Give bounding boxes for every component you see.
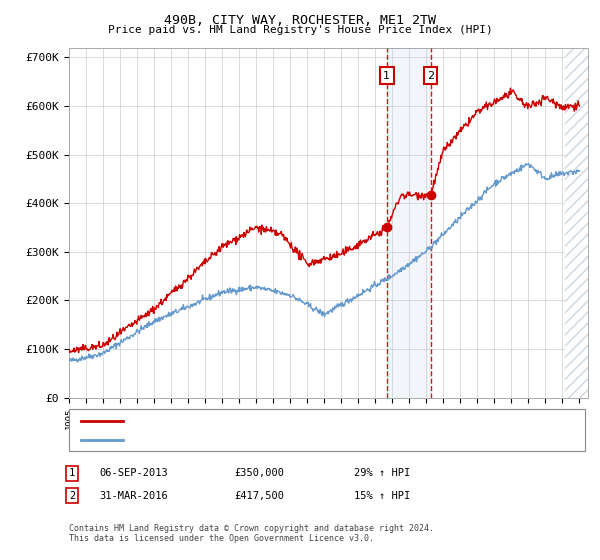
Text: 2: 2 [427, 71, 434, 81]
Text: 490B, CITY WAY, ROCHESTER, ME1 2TW (detached house): 490B, CITY WAY, ROCHESTER, ME1 2TW (deta… [129, 416, 428, 426]
Bar [565, 48, 588, 398]
Text: 490B, CITY WAY, ROCHESTER, ME1 2TW: 490B, CITY WAY, ROCHESTER, ME1 2TW [164, 14, 436, 27]
Text: 2: 2 [69, 491, 75, 501]
Bar [565, 48, 588, 398]
Text: 31-MAR-2016: 31-MAR-2016 [99, 491, 168, 501]
Text: HPI: Average price, detached house, Medway: HPI: Average price, detached house, Medw… [129, 435, 376, 445]
Text: £417,500: £417,500 [234, 491, 284, 501]
Text: Contains HM Land Registry data © Crown copyright and database right 2024.
This d: Contains HM Land Registry data © Crown c… [69, 524, 434, 543]
Bar [386, 48, 431, 398]
Text: 15% ↑ HPI: 15% ↑ HPI [354, 491, 410, 501]
Text: Price paid vs. HM Land Registry's House Price Index (HPI): Price paid vs. HM Land Registry's House … [107, 25, 493, 35]
Text: 1: 1 [383, 71, 390, 81]
Bar [565, 48, 588, 398]
Text: 1: 1 [69, 468, 75, 478]
Text: 29% ↑ HPI: 29% ↑ HPI [354, 468, 410, 478]
Text: 06-SEP-2013: 06-SEP-2013 [99, 468, 168, 478]
Text: £350,000: £350,000 [234, 468, 284, 478]
